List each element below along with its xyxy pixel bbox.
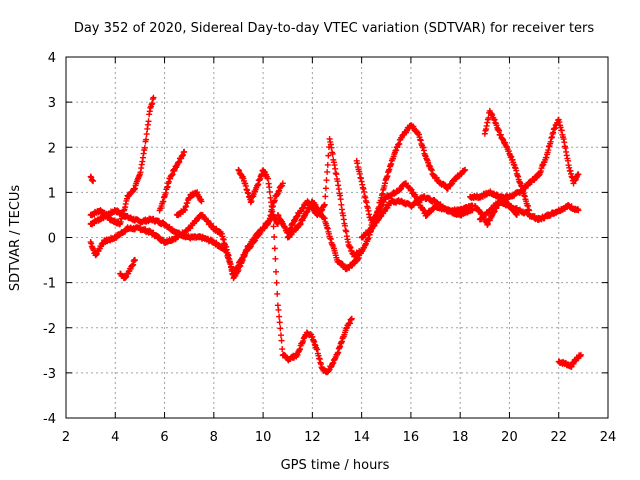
data-point	[322, 185, 329, 192]
data-point	[198, 198, 205, 205]
data-point	[276, 319, 283, 326]
series-t16	[471, 193, 520, 228]
y-axis-label: SDTVAR / TECUs	[8, 185, 23, 292]
x-axis-ticks: 2 4 6 8 10 12 14 16 18 20 22 24	[62, 57, 616, 445]
series-t11	[353, 157, 476, 228]
data-point	[274, 290, 281, 297]
chart-title: Day 352 of 2020, Sidereal Day-to-day VTE…	[74, 21, 595, 36]
x-tick-label: 8	[210, 430, 218, 445]
data-point	[273, 268, 280, 275]
data-point	[337, 196, 344, 203]
data-point	[324, 168, 331, 175]
data-point	[277, 325, 284, 332]
data-point	[577, 351, 584, 358]
data-point	[271, 245, 278, 252]
data-point	[276, 313, 283, 320]
y-tick-label: -1	[43, 277, 56, 292]
data-point	[324, 161, 331, 168]
data-point	[348, 315, 355, 322]
series-t9	[274, 135, 363, 260]
data-point	[90, 178, 97, 185]
series-t12	[358, 193, 476, 241]
data-point	[268, 203, 275, 210]
x-tick-label: 14	[353, 430, 370, 445]
data-point	[265, 175, 272, 182]
series-t5	[117, 256, 138, 282]
data-point	[325, 152, 332, 159]
series-t2	[87, 94, 157, 228]
data-point	[279, 346, 286, 353]
series-t4	[87, 180, 286, 282]
x-tick-label: 18	[452, 430, 469, 445]
series-t7	[173, 189, 205, 219]
x-tick-label: 20	[501, 430, 518, 445]
data-point	[145, 118, 152, 125]
series-t1	[87, 207, 281, 277]
data-point	[150, 94, 157, 101]
data-point	[266, 188, 273, 195]
x-tick-label: 12	[304, 430, 321, 445]
y-tick-label: 4	[48, 51, 56, 66]
data-point	[469, 207, 476, 214]
x-tick-label: 10	[255, 430, 272, 445]
series-t8	[235, 166, 355, 376]
y-tick-label: 3	[48, 96, 56, 111]
data-point	[131, 257, 138, 264]
data-series	[87, 94, 584, 376]
y-tick-label: -2	[43, 322, 56, 337]
data-point	[278, 337, 285, 344]
x-tick-label: 2	[62, 430, 70, 445]
y-tick-label: 0	[48, 232, 56, 247]
series-t13	[467, 116, 582, 202]
data-point	[575, 171, 582, 178]
series-t17	[555, 351, 584, 370]
x-tick-label: 16	[403, 430, 420, 445]
x-tick-label: 22	[550, 430, 567, 445]
data-point	[275, 306, 282, 313]
y-tick-label: 2	[48, 141, 56, 156]
data-point	[279, 180, 286, 187]
data-point	[271, 234, 278, 241]
data-point	[323, 177, 330, 184]
y-tick-label: -3	[43, 367, 56, 382]
data-point	[277, 332, 284, 339]
data-point	[322, 193, 329, 200]
x-axis-label: GPS time / hours	[281, 458, 390, 473]
series-t14	[481, 107, 533, 214]
x-tick-label: 24	[600, 430, 617, 445]
data-point	[141, 144, 148, 151]
y-axis-ticks: -4 -3 -2 -1 0 1 2 3 4	[43, 51, 608, 427]
x-tick-label: 6	[160, 430, 168, 445]
data-point	[575, 207, 582, 214]
data-point	[269, 213, 276, 220]
x-tick-label: 4	[111, 430, 119, 445]
y-tick-label: 1	[48, 186, 56, 201]
data-point	[270, 223, 277, 230]
data-point	[143, 131, 150, 138]
y-tick-label: -4	[43, 412, 56, 427]
data-point	[321, 201, 328, 208]
data-point	[181, 148, 188, 155]
data-point	[272, 255, 279, 262]
data-point	[143, 136, 150, 143]
series-t6	[156, 148, 188, 214]
data-point	[513, 211, 520, 218]
data-point	[462, 166, 469, 173]
data-point	[329, 150, 336, 157]
series-t3	[87, 173, 97, 185]
data-point	[273, 279, 280, 286]
